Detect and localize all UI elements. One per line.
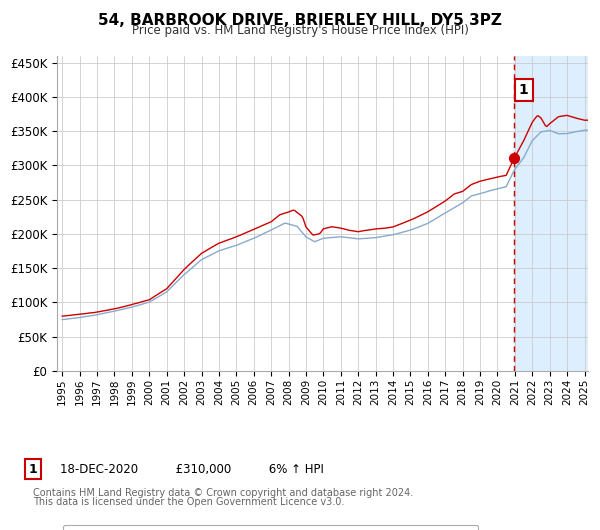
Text: 54, BARBROOK DRIVE, BRIERLEY HILL, DY5 3PZ: 54, BARBROOK DRIVE, BRIERLEY HILL, DY5 3… — [98, 13, 502, 28]
Text: 1: 1 — [519, 83, 529, 97]
Text: 18-DEC-2020          £310,000          6% ↑ HPI: 18-DEC-2020 £310,000 6% ↑ HPI — [60, 463, 324, 475]
Text: Contains HM Land Registry data © Crown copyright and database right 2024.: Contains HM Land Registry data © Crown c… — [33, 488, 413, 498]
Text: This data is licensed under the Open Government Licence v3.0.: This data is licensed under the Open Gov… — [33, 497, 344, 507]
Bar — [514, 56, 588, 371]
Text: 1: 1 — [29, 463, 37, 475]
Legend: 54, BARBROOK DRIVE, BRIERLEY HILL, DY5 3PZ (detached house), HPI: Average price,: 54, BARBROOK DRIVE, BRIERLEY HILL, DY5 3… — [62, 525, 478, 530]
Text: Price paid vs. HM Land Registry's House Price Index (HPI): Price paid vs. HM Land Registry's House … — [131, 24, 469, 37]
Point — [509, 154, 519, 163]
